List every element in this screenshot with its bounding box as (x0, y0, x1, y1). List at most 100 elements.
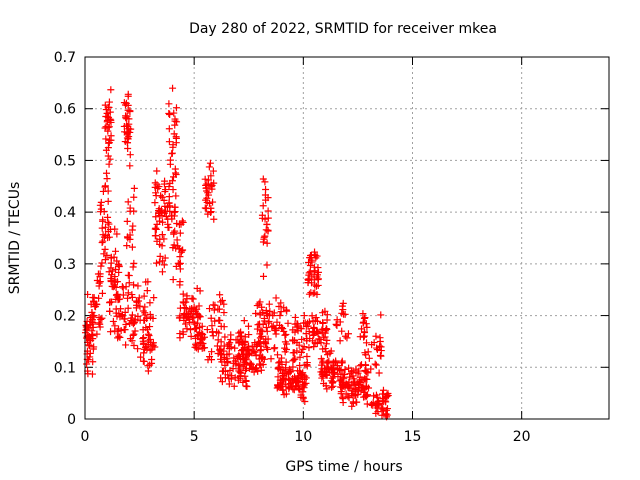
data-point (259, 238, 267, 246)
data-point (221, 361, 229, 369)
data-point (253, 340, 261, 348)
data-point (179, 330, 187, 338)
data-point (144, 367, 152, 375)
data-point (243, 382, 251, 390)
chart-title: Day 280 of 2022, SRMTID for receiver mke… (189, 21, 497, 37)
data-point (360, 318, 368, 326)
data-point (295, 372, 303, 380)
data-point (89, 319, 97, 327)
data-point (143, 287, 151, 295)
data-point (241, 372, 249, 380)
data-point (258, 214, 266, 222)
data-point (210, 179, 218, 187)
data-point (338, 359, 346, 367)
data-point (250, 347, 258, 355)
data-point (323, 325, 331, 333)
data-point (106, 307, 114, 315)
data-point (323, 385, 331, 393)
data-point (119, 284, 127, 292)
data-point (336, 337, 344, 345)
data-point (93, 277, 101, 285)
data-point (126, 231, 134, 239)
data-point (261, 339, 269, 347)
y-axis-label: SRMTID / TECUs (7, 182, 23, 295)
data-point (309, 317, 317, 325)
data-point (301, 372, 309, 380)
data-point (98, 259, 106, 267)
data-point (107, 264, 115, 272)
data-point (123, 112, 131, 120)
data-point (323, 316, 331, 324)
data-point (349, 372, 357, 380)
data-point (99, 216, 107, 224)
data-point (203, 180, 211, 188)
data-point (207, 208, 215, 216)
data-point (168, 149, 176, 157)
data-point (121, 326, 129, 334)
data-point (360, 384, 368, 392)
data-point (322, 382, 330, 390)
data-point (98, 289, 106, 297)
data-point (265, 300, 273, 308)
data-point (210, 215, 218, 223)
data-point (101, 101, 109, 109)
data-point (90, 294, 98, 302)
data-point (276, 376, 284, 384)
data-point (153, 167, 161, 175)
data-point (101, 245, 109, 253)
data-point (113, 230, 121, 238)
data-point (274, 351, 282, 359)
data-point (107, 116, 115, 124)
data-point (319, 357, 327, 365)
data-point (158, 268, 166, 276)
y-tick-label: 0.5 (54, 153, 76, 169)
data-point (124, 198, 132, 206)
data-point (319, 309, 327, 317)
data-point (235, 329, 243, 337)
data-point (333, 322, 341, 330)
data-point (215, 329, 223, 337)
data-point (176, 229, 184, 237)
data-point (98, 314, 106, 322)
data-point (176, 253, 184, 261)
data-point (172, 104, 180, 112)
data-point (136, 302, 144, 310)
data-point (123, 217, 131, 225)
data-point (218, 297, 226, 305)
data-point (209, 198, 217, 206)
data-point (189, 295, 197, 303)
data-point (125, 120, 133, 128)
data-point (308, 258, 316, 266)
data-point (105, 220, 113, 228)
data-point (241, 333, 249, 341)
data-point (280, 327, 288, 335)
data-point (122, 99, 130, 107)
data-point (301, 397, 309, 405)
data-point (164, 203, 172, 211)
x-tick-label: 5 (190, 429, 199, 445)
data-point (213, 342, 221, 350)
data-point (314, 276, 322, 284)
data-point (141, 309, 149, 317)
data-point (266, 307, 274, 315)
data-point (319, 319, 327, 327)
data-point (267, 355, 275, 363)
data-point (105, 98, 113, 106)
data-point (151, 343, 159, 351)
data-point (231, 357, 239, 365)
data-point (340, 375, 348, 383)
data-point (159, 257, 167, 265)
data-point (176, 281, 184, 289)
data-point (174, 259, 182, 267)
data-point (218, 351, 226, 359)
data-point (291, 337, 299, 345)
data-point (173, 236, 181, 244)
data-point (300, 343, 308, 351)
data-point (306, 268, 314, 276)
data-point (330, 359, 338, 367)
data-point (98, 224, 106, 232)
data-point (275, 302, 283, 310)
data-point (155, 258, 163, 266)
data-point (130, 193, 138, 201)
data-point (218, 378, 226, 386)
